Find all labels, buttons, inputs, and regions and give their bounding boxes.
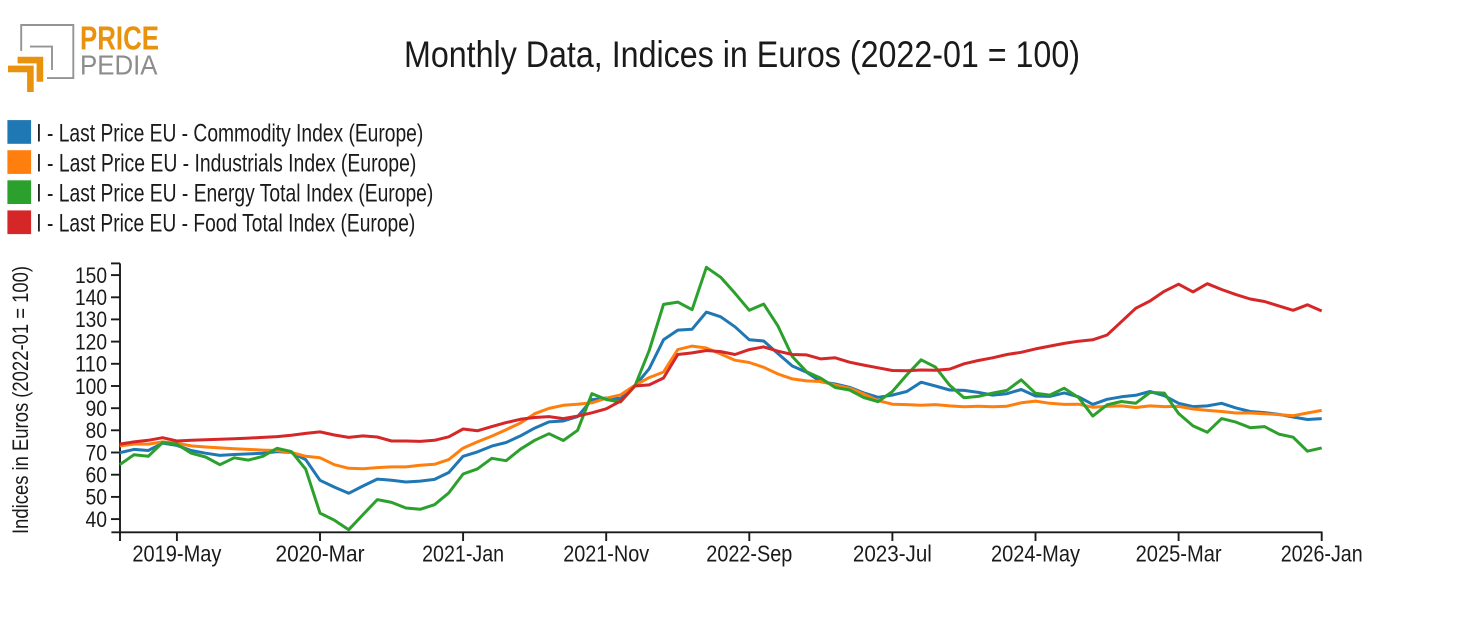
svg-text:2021-Nov: 2021-Nov [563, 541, 649, 567]
svg-text:I - Last Price EU - Industrial: I - Last Price EU - Industrials Index (E… [36, 150, 416, 178]
svg-text:2023-Jul: 2023-Jul [853, 541, 932, 567]
svg-text:70: 70 [86, 440, 108, 465]
svg-text:PEDIA: PEDIA [80, 49, 158, 80]
svg-text:140: 140 [75, 285, 107, 310]
svg-text:2026-Jan: 2026-Jan [1281, 541, 1363, 567]
svg-text:150: 150 [75, 263, 107, 288]
svg-text:120: 120 [75, 329, 107, 354]
svg-text:Monthly Data, Indices in Euros: Monthly Data, Indices in Euros (2022-01 … [404, 33, 1080, 75]
svg-text:2021-Jan: 2021-Jan [422, 541, 504, 567]
svg-text:2024-May: 2024-May [991, 541, 1080, 567]
svg-text:I - Last Price EU - Energy Tot: I - Last Price EU - Energy Total Index (… [36, 180, 433, 208]
svg-text:2025-Mar: 2025-Mar [1136, 541, 1222, 567]
svg-text:2022-Sep: 2022-Sep [706, 541, 792, 567]
svg-text:130: 130 [75, 307, 107, 332]
svg-text:60: 60 [86, 463, 108, 488]
svg-text:100: 100 [75, 374, 107, 399]
svg-text:40: 40 [86, 507, 108, 532]
svg-text:PRICE: PRICE [80, 20, 159, 57]
svg-text:I - Last Price EU - Commodity: I - Last Price EU - Commodity Index (Eur… [36, 119, 423, 147]
svg-text:50: 50 [86, 485, 108, 510]
svg-text:Indices in Euros (2022-01 = 10: Indices in Euros (2022-01 = 100) [8, 266, 33, 534]
svg-text:80: 80 [86, 418, 108, 443]
svg-text:I - Last Price EU - Food Total: I - Last Price EU - Food Total Index (Eu… [36, 210, 415, 238]
svg-text:110: 110 [75, 352, 107, 377]
svg-text:2019-May: 2019-May [132, 541, 221, 567]
svg-text:90: 90 [86, 396, 108, 421]
svg-text:2020-Mar: 2020-Mar [276, 541, 365, 567]
